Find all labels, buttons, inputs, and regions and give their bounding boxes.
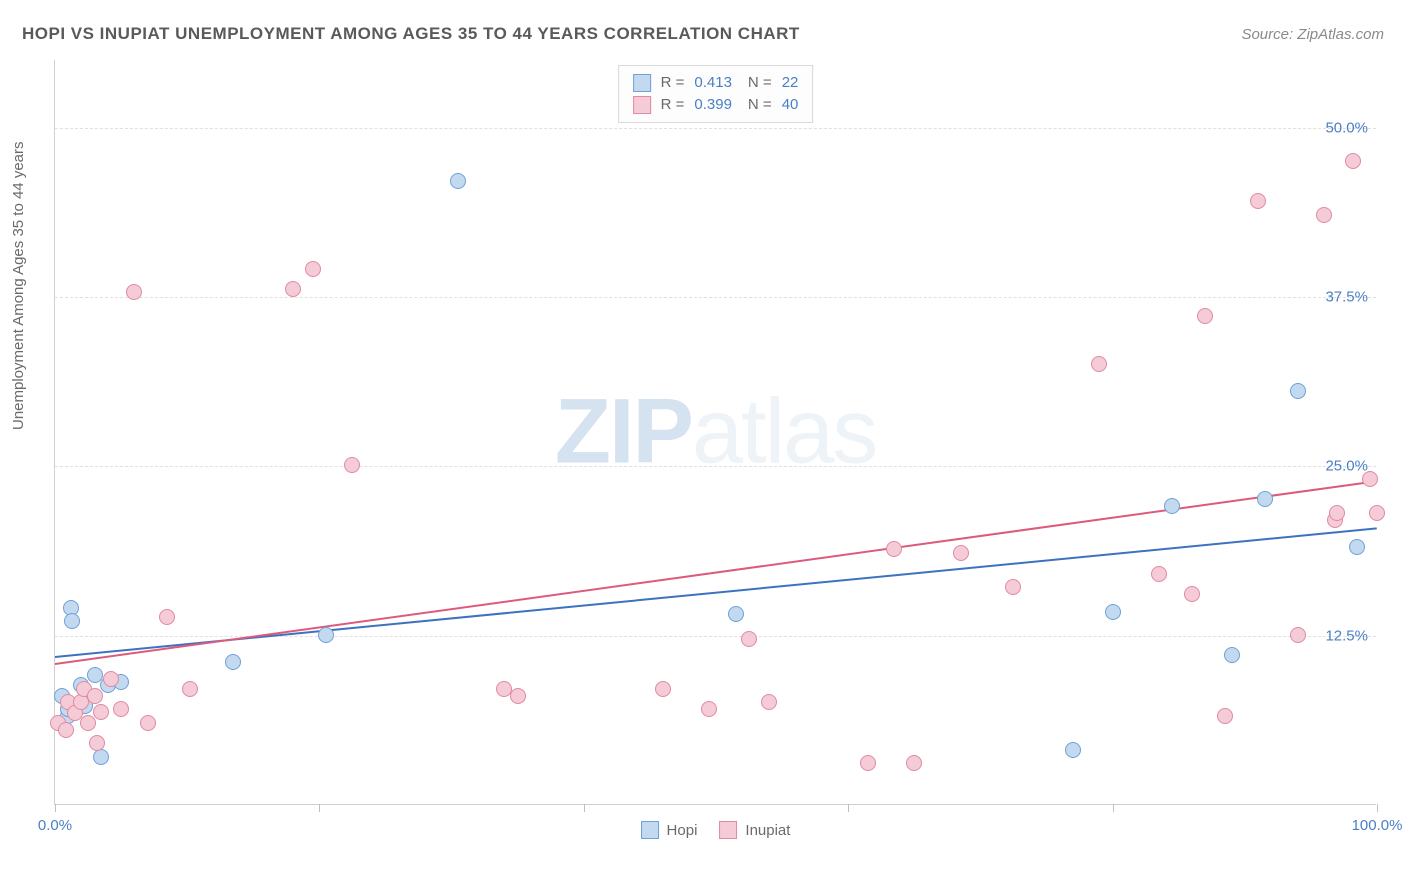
data-point-inupiat: [1345, 153, 1361, 169]
data-point-hopi: [450, 173, 466, 189]
data-point-hopi: [225, 654, 241, 670]
y-tick-label: 50.0%: [1325, 119, 1368, 136]
data-point-inupiat: [89, 735, 105, 751]
data-point-inupiat: [182, 681, 198, 697]
data-point-inupiat: [1369, 505, 1385, 521]
source-attribution: Source: ZipAtlas.com: [1241, 26, 1384, 43]
legend-item: Hopi: [641, 821, 698, 839]
legend-row: R = 0.399 N = 40: [633, 94, 799, 116]
data-point-hopi: [1164, 498, 1180, 514]
x-tick: [1113, 804, 1114, 812]
trend-line-hopi: [55, 527, 1377, 658]
legend-row: R = 0.413 N = 22: [633, 72, 799, 94]
data-point-hopi: [1257, 491, 1273, 507]
data-point-inupiat: [1316, 207, 1332, 223]
x-tick: [584, 804, 585, 812]
x-tick: [1377, 804, 1378, 812]
y-tick-label: 37.5%: [1325, 289, 1368, 306]
gridline: [55, 466, 1376, 467]
data-point-hopi: [1290, 383, 1306, 399]
legend-swatch: [633, 96, 651, 114]
x-tick: [55, 804, 56, 812]
data-point-inupiat: [953, 545, 969, 561]
data-point-inupiat: [344, 457, 360, 473]
x-tick: [319, 804, 320, 812]
correlation-legend: R = 0.413 N = 22 R = 0.399 N = 40: [618, 65, 814, 123]
watermark: ZIPatlas: [555, 380, 876, 485]
data-point-hopi: [1065, 742, 1081, 758]
data-point-inupiat: [1151, 566, 1167, 582]
data-point-inupiat: [860, 755, 876, 771]
data-point-inupiat: [1005, 579, 1021, 595]
data-point-inupiat: [1197, 308, 1213, 324]
legend-swatch: [641, 821, 659, 839]
legend-r-label: R =: [661, 72, 685, 94]
legend-r-label: R =: [661, 94, 685, 116]
series-legend: Hopi Inupiat: [641, 821, 791, 839]
data-point-inupiat: [1250, 193, 1266, 209]
data-point-inupiat: [510, 688, 526, 704]
legend-item: Inupiat: [719, 821, 790, 839]
data-point-inupiat: [655, 681, 671, 697]
gridline: [55, 128, 1376, 129]
data-point-inupiat: [1290, 627, 1306, 643]
data-point-inupiat: [1329, 505, 1345, 521]
data-point-inupiat: [741, 631, 757, 647]
legend-n-label: N =: [748, 94, 772, 116]
data-point-hopi: [1224, 647, 1240, 663]
data-point-inupiat: [701, 701, 717, 717]
data-point-inupiat: [1362, 471, 1378, 487]
gridline: [55, 297, 1376, 298]
y-tick-label: 25.0%: [1325, 458, 1368, 475]
data-point-hopi: [728, 606, 744, 622]
data-point-hopi: [1105, 604, 1121, 620]
data-point-inupiat: [113, 701, 129, 717]
data-point-hopi: [1349, 539, 1365, 555]
data-point-inupiat: [886, 541, 902, 557]
data-point-inupiat: [87, 688, 103, 704]
x-tick-label: 100.0%: [1352, 817, 1403, 834]
data-point-inupiat: [126, 284, 142, 300]
legend-swatch: [633, 74, 651, 92]
chart-title: HOPI VS INUPIAT UNEMPLOYMENT AMONG AGES …: [22, 24, 800, 44]
legend-n-label: N =: [748, 72, 772, 94]
data-point-inupiat: [140, 715, 156, 731]
legend-label: Inupiat: [745, 822, 790, 839]
legend-n-value: 40: [782, 94, 799, 116]
x-tick: [848, 804, 849, 812]
legend-n-value: 22: [782, 72, 799, 94]
y-tick-label: 12.5%: [1325, 627, 1368, 644]
x-tick-label: 0.0%: [38, 817, 72, 834]
data-point-inupiat: [761, 694, 777, 710]
data-point-inupiat: [103, 671, 119, 687]
data-point-inupiat: [1184, 586, 1200, 602]
legend-label: Hopi: [667, 822, 698, 839]
data-point-inupiat: [305, 261, 321, 277]
data-point-hopi: [64, 613, 80, 629]
data-point-inupiat: [285, 281, 301, 297]
data-point-inupiat: [159, 609, 175, 625]
scatter-chart: ZIPatlas R =0.413N =22R =0.399N =40 Hopi…: [54, 60, 1376, 805]
data-point-inupiat: [1091, 356, 1107, 372]
legend-swatch: [719, 821, 737, 839]
data-point-inupiat: [80, 715, 96, 731]
y-axis-label: Unemployment Among Ages 35 to 44 years: [10, 141, 27, 430]
data-point-inupiat: [58, 722, 74, 738]
legend-r-value: 0.399: [694, 94, 732, 116]
data-point-hopi: [318, 627, 334, 643]
data-point-inupiat: [906, 755, 922, 771]
data-point-inupiat: [1217, 708, 1233, 724]
legend-r-value: 0.413: [694, 72, 732, 94]
data-point-inupiat: [93, 704, 109, 720]
